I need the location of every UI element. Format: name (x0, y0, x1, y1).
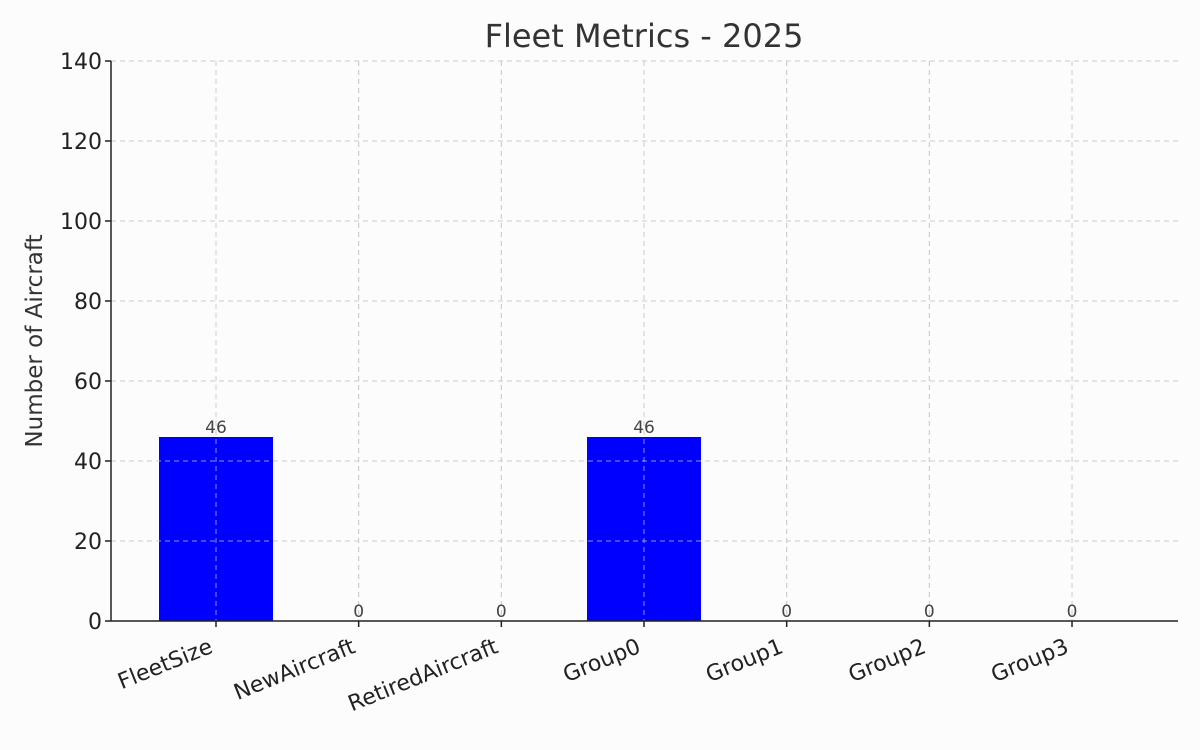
y-tick-label: 120 (60, 130, 102, 155)
data-label: 0 (1067, 602, 1078, 622)
y-axis-label: Number of Aircraft (22, 234, 48, 447)
x-tick-label: NewAircraft (231, 634, 360, 705)
y-tick-label: 80 (74, 290, 102, 315)
data-label: 0 (781, 602, 792, 622)
x-tick-label: Group0 (560, 634, 644, 688)
x-tick-label: Group1 (702, 634, 786, 688)
labels-layer: 46 0 0 46 0 0 0 (205, 418, 1077, 622)
chart-title: Fleet Metrics - 2025 (485, 17, 804, 55)
data-label: 46 (205, 418, 227, 438)
data-label: 46 (633, 418, 655, 438)
x-tick-label: Group3 (988, 634, 1072, 688)
y-tick-label: 100 (60, 210, 102, 235)
x-tick-label: FleetSize (115, 634, 217, 694)
y-tick-label: 40 (74, 450, 102, 475)
x-tick-label: RetiredAircraft (345, 634, 502, 717)
y-tick-label: 0 (88, 610, 102, 635)
y-tick-label: 60 (74, 370, 102, 395)
bars-layer (111, 60, 1178, 622)
y-tick-label: 20 (74, 530, 102, 555)
y-tick-label: 140 (60, 50, 102, 75)
data-label: 0 (924, 602, 935, 622)
data-label: 0 (353, 602, 364, 622)
data-label: 0 (496, 602, 507, 622)
x-tick-label: Group2 (845, 634, 929, 688)
